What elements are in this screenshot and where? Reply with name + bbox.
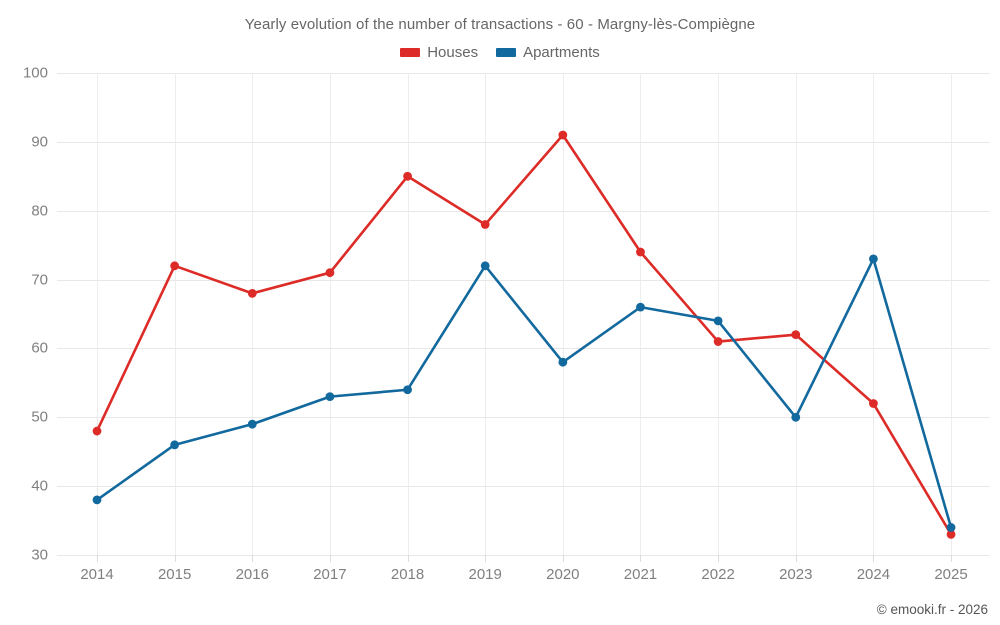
gridline-vertical — [951, 73, 953, 555]
data-point-marker[interactable] — [869, 399, 878, 408]
gridline-vertical — [795, 73, 797, 555]
gridline-vertical — [407, 73, 409, 555]
x-axis-tick-mark — [562, 555, 564, 562]
gridline-vertical — [97, 73, 98, 555]
data-point-marker[interactable] — [713, 337, 723, 346]
x-axis-tick-mark — [795, 555, 797, 562]
data-point-marker[interactable] — [480, 220, 490, 229]
y-axis-tick-label: 80 — [31, 202, 48, 220]
x-axis-tick-label: 2014 — [80, 566, 114, 583]
gridline-horizontal — [57, 73, 990, 74]
x-axis-tick-mark — [718, 555, 720, 562]
data-point-marker[interactable] — [92, 495, 102, 505]
data-point-marker[interactable] — [791, 412, 801, 422]
legend-item-label: Houses — [427, 44, 479, 61]
x-axis-tick-label: 2024 — [856, 566, 891, 583]
legend-swatch-icon — [400, 48, 421, 57]
gridline-vertical — [718, 73, 720, 555]
x-axis-tick-mark — [174, 555, 176, 562]
plot-area — [57, 73, 990, 556]
copyright-credit: © emooki.fr - 2026 — [876, 602, 988, 617]
gridline-vertical — [252, 73, 254, 555]
gridline-horizontal — [57, 555, 990, 556]
legend-item-apartments[interactable]: Apartments — [496, 44, 600, 61]
gridline-vertical — [174, 73, 176, 555]
x-axis-tick-label: 2022 — [701, 566, 735, 583]
x-axis-tick-label: 2018 — [390, 566, 425, 583]
gridline-vertical — [873, 73, 875, 555]
x-axis-tick-label: 2021 — [623, 566, 658, 583]
data-point-marker[interactable] — [325, 392, 335, 402]
data-point-marker[interactable] — [558, 357, 568, 367]
y-axis-tick-label: 50 — [31, 408, 48, 426]
x-axis-tick-label: 2025 — [934, 566, 968, 583]
gridline-vertical — [329, 73, 331, 555]
gridline-horizontal — [57, 417, 990, 419]
gridline-horizontal — [57, 486, 990, 488]
gridline-vertical — [562, 73, 564, 555]
x-axis-tick-mark — [951, 555, 953, 562]
data-point-marker[interactable] — [636, 247, 645, 257]
data-point-marker[interactable] — [325, 268, 335, 278]
gridline-vertical — [485, 73, 487, 555]
data-point-marker[interactable] — [92, 426, 102, 436]
y-axis-tick-label: 70 — [31, 271, 48, 289]
x-axis-tick-mark — [640, 555, 642, 562]
chart-legend: Houses Apartments — [0, 44, 1000, 61]
x-axis-tick-mark — [252, 555, 254, 562]
x-axis-tick-label: 2019 — [468, 566, 502, 583]
data-point-marker[interactable] — [713, 316, 723, 326]
legend-swatch-icon — [496, 48, 517, 57]
x-axis-tick-label: 2015 — [157, 566, 192, 583]
data-point-marker[interactable] — [869, 254, 878, 264]
x-axis-tick-mark — [485, 555, 487, 562]
x-axis-tick-label: 2023 — [779, 566, 813, 583]
legend-item-label: Apartments — [523, 44, 600, 61]
chart-title: Yearly evolution of the number of transa… — [244, 16, 756, 33]
gridline-horizontal — [57, 210, 990, 212]
data-point-marker[interactable] — [946, 523, 956, 532]
x-axis-tick-labels: 2014 2015 2016 2017 2018 2019 2020 2021 2022 2023… — [0, 566, 1000, 588]
y-axis-tick-label: 100 — [22, 64, 48, 82]
data-point-marker[interactable] — [480, 261, 490, 271]
x-axis-tick-mark — [407, 555, 409, 562]
data-point-marker[interactable] — [636, 302, 645, 312]
gridline-horizontal — [57, 348, 990, 350]
y-axis-tick-label: 30 — [31, 546, 48, 564]
data-point-marker[interactable] — [170, 261, 180, 271]
series-lines — [92, 130, 956, 539]
data-point-marker[interactable] — [247, 419, 257, 429]
y-axis-tick-label: 60 — [31, 339, 48, 357]
data-point-marker[interactable] — [170, 440, 180, 450]
data-point-marker[interactable] — [558, 130, 568, 140]
x-axis-tick-mark — [329, 555, 331, 562]
legend-item-houses[interactable]: Houses — [400, 44, 478, 61]
data-point-marker[interactable] — [403, 171, 412, 181]
series-line-houses — [95, 133, 953, 536]
y-axis-tick-label: 40 — [31, 477, 48, 495]
y-axis-tick-labels: 100 90 80 70 60 50 40 30 — [0, 66, 48, 563]
data-point-marker[interactable] — [791, 330, 801, 340]
x-axis-tick-label: 2016 — [235, 566, 269, 583]
data-point-marker[interactable] — [247, 288, 257, 298]
x-axis-tick-mark — [873, 555, 875, 562]
gridline-vertical — [640, 73, 642, 555]
gridline-horizontal — [57, 279, 990, 281]
x-axis-tick-label: 2017 — [313, 566, 347, 583]
x-axis-tick-mark — [97, 555, 98, 562]
series-line-apartments — [95, 257, 953, 529]
gridline-horizontal — [57, 141, 990, 143]
data-point-marker[interactable] — [946, 529, 956, 539]
x-axis-tick-label: 2020 — [546, 566, 580, 583]
data-point-marker[interactable] — [403, 385, 412, 395]
y-axis-tick-label: 90 — [31, 133, 48, 151]
